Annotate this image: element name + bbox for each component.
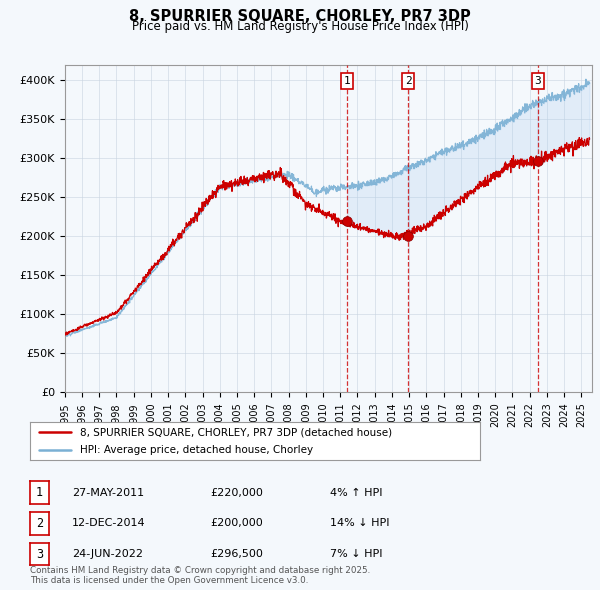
Text: £200,000: £200,000: [210, 519, 263, 528]
Text: 3: 3: [535, 76, 541, 86]
Text: 7% ↓ HPI: 7% ↓ HPI: [330, 549, 383, 559]
Text: 8, SPURRIER SQUARE, CHORLEY, PR7 3DP (detached house): 8, SPURRIER SQUARE, CHORLEY, PR7 3DP (de…: [79, 427, 392, 437]
Text: 2: 2: [36, 517, 43, 530]
Text: 4% ↑ HPI: 4% ↑ HPI: [330, 488, 383, 497]
Text: 24-JUN-2022: 24-JUN-2022: [72, 549, 143, 559]
Text: £220,000: £220,000: [210, 488, 263, 497]
Text: 12-DEC-2014: 12-DEC-2014: [72, 519, 146, 528]
Text: £296,500: £296,500: [210, 549, 263, 559]
Text: 1: 1: [344, 76, 350, 86]
Text: 27-MAY-2011: 27-MAY-2011: [72, 488, 144, 497]
Text: 2: 2: [405, 76, 412, 86]
Text: 3: 3: [36, 548, 43, 560]
Text: HPI: Average price, detached house, Chorley: HPI: Average price, detached house, Chor…: [79, 445, 313, 455]
Text: Price paid vs. HM Land Registry's House Price Index (HPI): Price paid vs. HM Land Registry's House …: [131, 20, 469, 33]
Text: 14% ↓ HPI: 14% ↓ HPI: [330, 519, 389, 528]
Text: 1: 1: [36, 486, 43, 499]
Text: 8, SPURRIER SQUARE, CHORLEY, PR7 3DP: 8, SPURRIER SQUARE, CHORLEY, PR7 3DP: [129, 9, 471, 24]
Text: Contains HM Land Registry data © Crown copyright and database right 2025.
This d: Contains HM Land Registry data © Crown c…: [30, 566, 370, 585]
